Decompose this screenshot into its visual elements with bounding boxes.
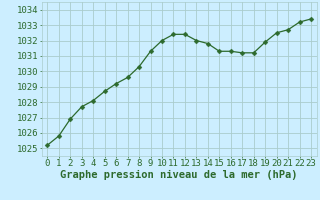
- X-axis label: Graphe pression niveau de la mer (hPa): Graphe pression niveau de la mer (hPa): [60, 170, 298, 180]
